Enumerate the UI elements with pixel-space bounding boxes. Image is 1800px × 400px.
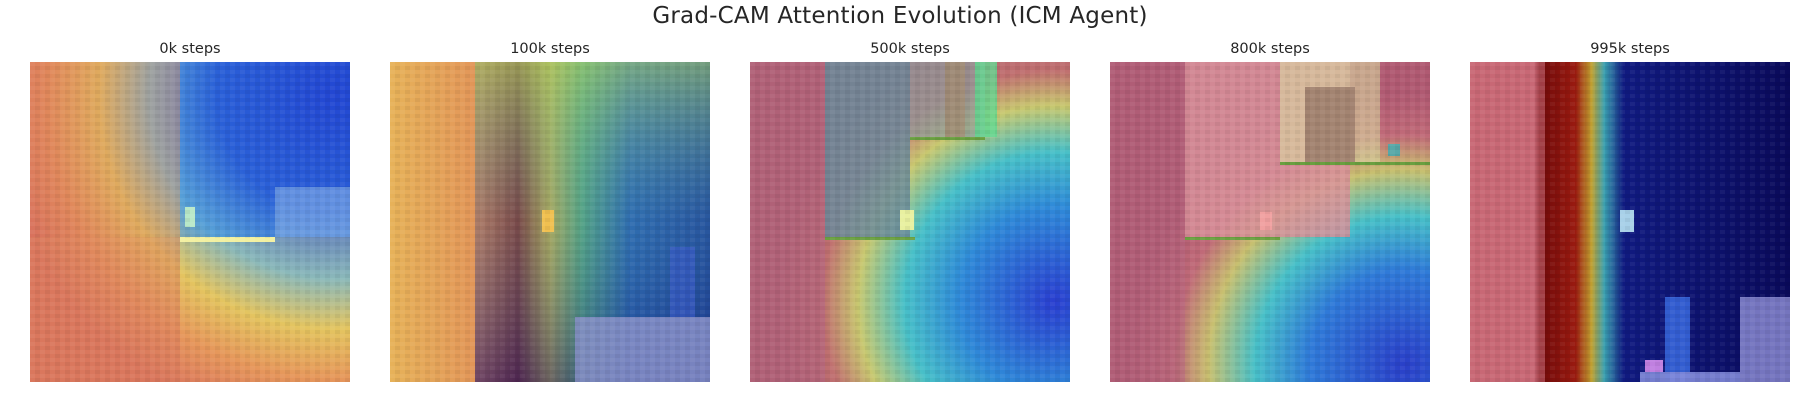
panel-title-0k: 0k steps <box>159 41 221 57</box>
panel-title-800k: 800k steps <box>1230 41 1310 57</box>
heatmap-panel-0k <box>30 62 350 382</box>
panel-title-995k: 995k steps <box>1590 41 1670 57</box>
heatmap-panel-500k <box>750 62 1070 382</box>
panel-title-500k: 500k steps <box>870 41 950 57</box>
heatmap-panel-800k <box>1110 62 1430 382</box>
heatmap-panel-100k <box>390 62 710 382</box>
panel-title-100k: 100k steps <box>510 41 590 57</box>
heatmap-panel-995k <box>1470 62 1790 382</box>
figure-title: Grad-CAM Attention Evolution (ICM Agent) <box>652 3 1148 29</box>
